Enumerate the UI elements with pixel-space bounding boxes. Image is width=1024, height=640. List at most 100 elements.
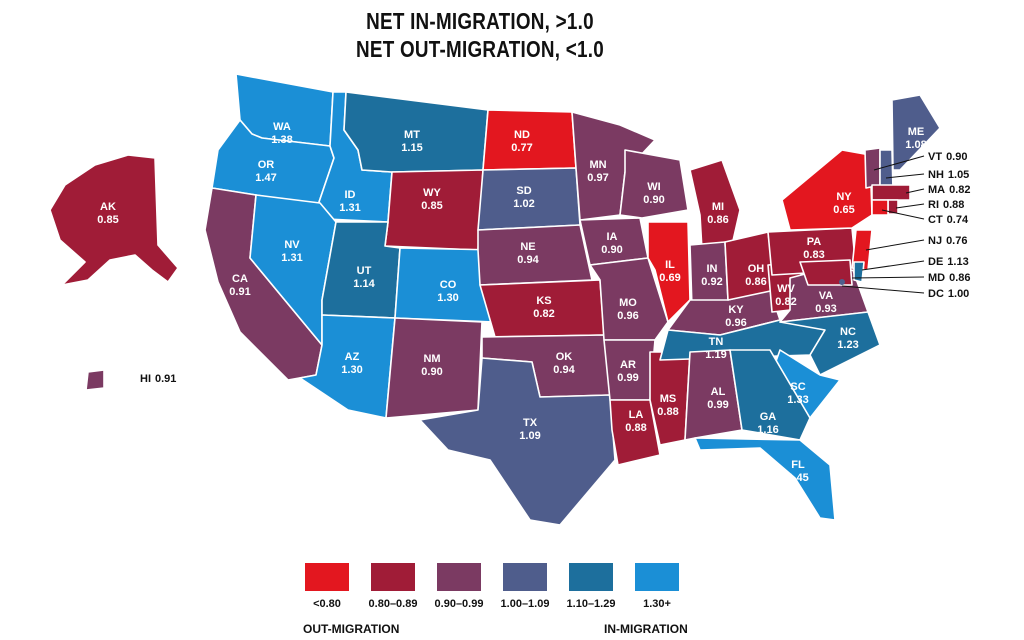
- state-value-ne: 0.94: [517, 254, 539, 266]
- state-value-mt: 1.15: [401, 142, 422, 154]
- state-value-ca: 0.91: [229, 286, 250, 298]
- state-label-ia: IA: [607, 231, 618, 243]
- callout-leader-vt: [873, 155, 925, 171]
- callout-abbr-vt: VT: [928, 151, 942, 163]
- callout-value-de: 1.13: [947, 256, 968, 268]
- state-shape-al: [684, 349, 743, 441]
- callout-leader-ma: [905, 188, 925, 194]
- state-value-mo: 0.96: [617, 310, 638, 322]
- state-value-ok: 0.94: [553, 364, 575, 376]
- callout-value-nj: 0.76: [946, 235, 967, 247]
- state-shape-dc: [839, 279, 845, 285]
- state-shape-md: [799, 259, 853, 286]
- state-value-mn: 0.97: [587, 172, 608, 184]
- state-value-ny: 0.65: [833, 204, 854, 216]
- state-label-sc: SC: [790, 381, 805, 393]
- callout-abbr-ct: CT: [928, 214, 943, 226]
- state-value-mi: 0.86: [707, 214, 728, 226]
- callout-leader-ct: [881, 209, 925, 220]
- state-value-id: 1.31: [339, 202, 360, 214]
- out-migration-caption: OUT-MIGRATION: [303, 622, 400, 636]
- callout-abbr-nh: NH: [928, 169, 944, 181]
- callout-label-nh: NH 1.05: [928, 169, 969, 181]
- callout-abbr-ri: RI: [928, 199, 939, 211]
- state-label-ne: NE: [520, 241, 535, 253]
- state-shape-ct: [871, 199, 889, 216]
- callout-leader-dc: [841, 285, 925, 294]
- legend-label-0: <0.80: [313, 598, 341, 610]
- state-label-co: CO: [440, 279, 457, 291]
- legend-label-1: 0.80–0.89: [368, 598, 418, 610]
- callout-abbr-dc: DC: [928, 288, 944, 300]
- state-value-or: 1.47: [255, 172, 276, 184]
- state-value-ak: 0.85: [97, 214, 118, 226]
- state-label-wv: WV: [777, 283, 795, 295]
- state-value-me: 1.08: [905, 139, 926, 151]
- legend-label-2: 0.90–0.99: [434, 598, 484, 610]
- state-label-mo: MO: [619, 297, 637, 309]
- callout-leader-md: [851, 276, 925, 279]
- state-value-ia: 0.90: [601, 244, 622, 256]
- state-label-va: VA: [819, 290, 834, 302]
- state-value-pa: 0.83: [803, 249, 824, 261]
- callout-label-ct: CT 0.74: [928, 214, 969, 226]
- state-label-in: IN: [707, 263, 718, 275]
- state-value-sc: 1.33: [787, 394, 808, 406]
- state-value-ks: 0.82: [533, 308, 554, 320]
- state-label-ak: AK: [100, 201, 116, 213]
- state-value-oh: 0.86: [745, 276, 766, 288]
- state-value-tx: 1.09: [519, 430, 540, 442]
- state-shape-hi: [85, 369, 105, 391]
- state-label-mi: MI: [712, 201, 724, 213]
- callout-leader-nj: [865, 239, 925, 251]
- state-value-ky: 0.96: [725, 317, 746, 329]
- state-shape-tx: [419, 357, 616, 526]
- state-value-wy: 0.85: [421, 200, 442, 212]
- state-label-la: LA: [629, 409, 644, 421]
- callout-label-de: DE 1.13: [928, 256, 969, 268]
- state-label-ms: MS: [660, 393, 677, 405]
- state-value-az: 1.30: [341, 364, 362, 376]
- state-value-in: 0.92: [701, 276, 722, 288]
- callout-value-hi: 0.91: [155, 373, 176, 385]
- callout-label-ma: MA 0.82: [928, 184, 971, 196]
- state-shape-fl: [694, 437, 836, 521]
- state-shape-nj: [851, 229, 873, 271]
- state-value-fl: 1.45: [787, 472, 808, 484]
- callout-abbr-md: MD: [928, 272, 945, 284]
- state-label-nm: NM: [423, 353, 440, 365]
- callout-label-ri: RI 0.88: [928, 199, 964, 211]
- state-value-il: 0.69: [659, 272, 680, 284]
- state-value-tn: 1.19: [705, 349, 726, 361]
- legend-label-4: 1.10–1.29: [566, 598, 616, 610]
- callout-label-hi: HI 0.91: [140, 373, 176, 385]
- callout-value-nh: 1.05: [948, 169, 969, 181]
- callout-leader-ri: [895, 203, 925, 209]
- state-shape-ma: [871, 184, 911, 201]
- legend-label-3: 1.00–1.09: [500, 598, 550, 610]
- callout-value-dc: 1.00: [948, 288, 969, 300]
- state-shape-vt: [864, 147, 881, 189]
- state-label-il: IL: [665, 259, 675, 271]
- legend-swatch-4: [569, 563, 613, 591]
- callout-leader-nh: [885, 173, 925, 179]
- state-label-nc: NC: [840, 326, 856, 338]
- callout-label-md: MD 0.86: [928, 272, 971, 284]
- state-label-al: AL: [711, 386, 726, 398]
- state-label-mn: MN: [589, 159, 606, 171]
- state-label-mt: MT: [404, 129, 420, 141]
- state-value-nv: 1.31: [281, 252, 302, 264]
- state-label-wi: WI: [647, 181, 660, 193]
- map-title-line-2: NET OUT-MIGRATION, <1.0: [356, 36, 604, 62]
- callout-label-dc: DC 1.00: [928, 288, 969, 300]
- callout-abbr-ma: MA: [928, 184, 945, 196]
- state-label-ca: CA: [232, 273, 248, 285]
- state-label-pa: PA: [807, 236, 822, 248]
- state-shape-ny: [781, 149, 873, 231]
- state-shape-ak: [49, 154, 179, 286]
- state-value-sd: 1.02: [513, 198, 534, 210]
- state-label-ks: KS: [536, 295, 551, 307]
- state-label-me: ME: [908, 126, 925, 138]
- state-value-la: 0.88: [625, 422, 646, 434]
